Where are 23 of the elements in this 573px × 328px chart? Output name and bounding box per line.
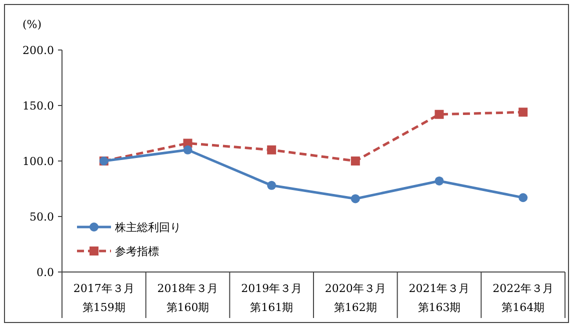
point [434,176,444,186]
point [518,108,528,117]
y-tick-label: 50.0 [30,210,54,224]
y-axis-title: (%) [22,18,42,31]
point [434,110,444,119]
point [267,145,276,154]
point [518,193,528,202]
point [267,180,276,190]
point [350,156,360,166]
x-tick-label: 2017年３月第159期 [73,282,134,314]
point [350,194,360,204]
y-tick-label: 0.0 [36,266,54,279]
x-tick-label: 2018年３月第160期 [157,282,218,314]
legend-label: 株主総利回り [114,221,181,234]
x-tick-label: 2022年３月第164期 [492,282,554,314]
x-tick-label: 2020年３月第162期 [324,282,386,314]
y-tick-label: 200.0 [22,44,54,57]
point [183,145,192,154]
x-tick-label: 2021年３月第163期 [408,282,470,314]
y-tick-label: 150.0 [22,100,54,112]
y-tick-label: 100.0 [22,155,54,168]
legend-label: 参考指標 [115,245,159,258]
x-tick-label: 2019年３月第161期 [241,282,302,314]
